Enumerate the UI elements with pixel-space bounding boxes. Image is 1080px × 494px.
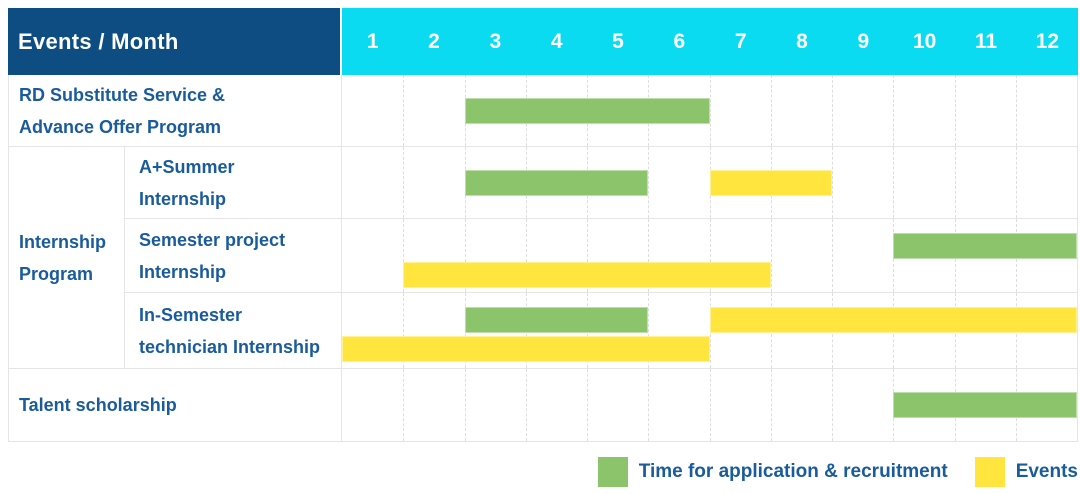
month-gridline <box>464 219 466 292</box>
yellow-gantt-bar <box>709 307 1077 333</box>
group-label-internship-program: Internship Program <box>9 146 124 368</box>
month-gridline <box>832 219 833 292</box>
month-label: 4 <box>550 29 563 53</box>
month-gridline <box>587 219 588 292</box>
timeline-row-in-semester-technician <box>341 292 1077 368</box>
legend-label-application-recruitment: Time for application & recruitment <box>638 461 948 482</box>
legend-label-events: Events <box>1015 461 1078 482</box>
month-gridline <box>403 75 405 146</box>
month-gridline <box>403 147 405 218</box>
month-gridline <box>648 219 650 292</box>
month-gridline <box>403 293 405 368</box>
legend-swatch-green-icon <box>597 457 628 487</box>
month-label: 12 <box>1035 29 1059 53</box>
green-gantt-bar <box>464 97 710 124</box>
month-label: 7 <box>734 29 747 53</box>
month-gridline <box>832 75 833 146</box>
row-label-rd-substitute: RD Substitute Service & Advance Offer Pr… <box>19 84 226 137</box>
events-month-header-cell: Events / Month <box>8 8 340 75</box>
month-gridline <box>709 369 711 441</box>
month-label: 10 <box>912 29 937 53</box>
timeline-row-rd-substitute <box>341 75 1077 146</box>
month-gridline <box>832 369 833 441</box>
month-gridline <box>403 219 405 292</box>
month-label: 5 <box>612 29 624 53</box>
month-gridline <box>954 147 956 218</box>
month-label: 9 <box>857 29 870 53</box>
month-label: 2 <box>428 29 440 53</box>
month-gridline <box>709 75 711 146</box>
month-gridline <box>832 147 833 218</box>
table-body: RD Substitute Service & Advance Offer Pr… <box>8 75 1078 442</box>
month-gridline <box>648 293 650 368</box>
legend: Time for application & recruitment Event… <box>597 456 1078 488</box>
month-gridline <box>648 369 650 441</box>
month-gridline <box>648 147 650 218</box>
timeline-row-semester-project <box>341 218 1077 292</box>
month-gridline <box>770 75 772 146</box>
months-header: 1 2 3 4 5 6 7 8 9 10 11 12 <box>340 8 1078 75</box>
row-label-semester-project: Semester project Internship <box>124 218 341 292</box>
green-gantt-bar <box>893 233 1077 259</box>
legend-swatch-yellow-icon <box>974 457 1005 487</box>
month-gridline <box>525 369 527 441</box>
green-gantt-bar <box>464 169 649 196</box>
month-gridline <box>587 369 588 441</box>
timeline-row-talent-scholarship <box>341 368 1077 441</box>
timeline-row-a-plus-summer <box>341 146 1077 218</box>
month-label: 11 <box>974 29 998 53</box>
month-label: 1 <box>366 29 379 53</box>
month-label: 8 <box>796 29 808 53</box>
row-label-a-plus-summer: A+Summer Internship <box>124 146 341 218</box>
row-label-talent-scholarship: Talent scholarship <box>9 368 341 441</box>
month-gridline <box>770 369 772 441</box>
yellow-gantt-bar <box>709 169 832 196</box>
month-gridline <box>403 369 405 441</box>
green-gantt-bar <box>464 307 649 333</box>
row-label-in-semester-technician: In-Semester technician Internship <box>124 292 341 368</box>
month-gridline <box>525 219 527 292</box>
yellow-gantt-bar <box>403 262 771 288</box>
month-gridline <box>709 219 711 292</box>
green-gantt-bar <box>893 392 1077 418</box>
events-month-gantt-table: Events / Month 1 2 3 4 5 6 7 8 9 10 11 12 RD Substi… <box>8 8 1078 442</box>
month-gridline <box>1015 147 1017 218</box>
month-gridline <box>893 75 895 146</box>
month-label: 3 <box>489 29 502 53</box>
table-header-row: Events / Month 1 2 3 4 5 6 7 8 9 10 11 12 <box>8 8 1078 75</box>
yellow-gantt-bar <box>342 336 710 362</box>
month-gridline <box>1015 75 1017 146</box>
month-label: 6 <box>673 29 686 53</box>
month-gridline <box>464 369 466 441</box>
month-gridline <box>893 147 895 218</box>
month-gridline <box>770 219 772 292</box>
month-gridline <box>954 75 956 146</box>
